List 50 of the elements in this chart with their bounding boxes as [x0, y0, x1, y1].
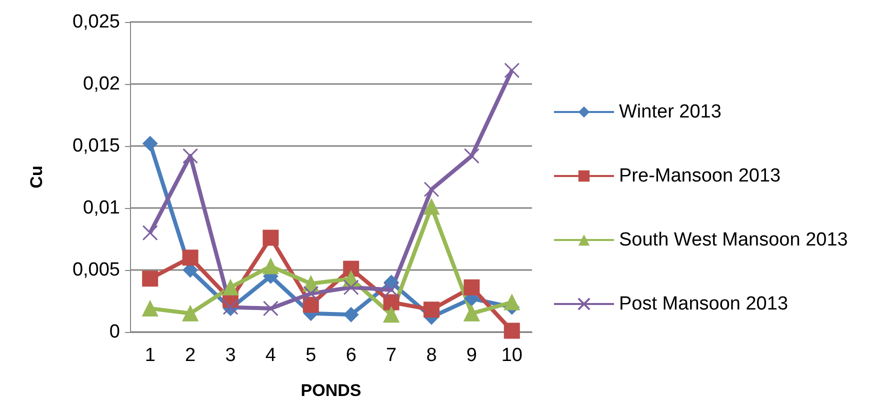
- x-tick-label: 2: [185, 345, 196, 366]
- point: [303, 286, 319, 302]
- x-tick-label: 8: [426, 345, 437, 366]
- legend-label: Pre-Mansoon 2013: [619, 166, 781, 186]
- x-tick-label: 9: [466, 345, 477, 366]
- point: [383, 294, 400, 310]
- point: [142, 136, 158, 152]
- legend-label: Winter 2013: [619, 102, 722, 122]
- point: [302, 296, 319, 313]
- point: [424, 182, 440, 198]
- x-axis-title: PONDS: [300, 381, 362, 400]
- point: [504, 322, 520, 339]
- x-tick-label: 4: [265, 345, 276, 366]
- point: [142, 300, 158, 316]
- point: [504, 62, 520, 78]
- y-tick-label: 0,01: [83, 198, 120, 218]
- point: [464, 279, 480, 296]
- point: [343, 280, 359, 296]
- point: [504, 294, 520, 310]
- y-tick-label: 0: [109, 322, 120, 342]
- y-tick-label: 0,025: [72, 12, 120, 32]
- point: [424, 302, 440, 318]
- point: [343, 260, 360, 277]
- y-axis-title: Cu: [27, 166, 46, 188]
- x-tick-label: 1: [144, 345, 156, 366]
- legend-label: Post Mansoon 2013: [619, 294, 788, 314]
- point: [384, 282, 400, 298]
- x-tick-label: 7: [386, 345, 397, 366]
- point: [262, 300, 278, 316]
- point: [383, 306, 400, 323]
- x-tick-label: 6: [346, 345, 356, 366]
- point: [464, 305, 480, 322]
- point: [182, 250, 198, 266]
- y-tick-label: 0,02: [83, 74, 120, 94]
- y-tick-label: 0,005: [72, 260, 120, 280]
- point: [142, 270, 158, 287]
- point: [262, 258, 279, 274]
- point: [182, 148, 198, 164]
- x-tick-label: 10: [501, 345, 522, 366]
- point: [222, 279, 238, 296]
- y-tick-label: 0,015: [72, 136, 120, 156]
- point: [182, 305, 198, 322]
- point: [262, 230, 279, 246]
- point: [424, 198, 440, 215]
- x-tick-label: 5: [306, 345, 316, 366]
- x-tick-label: 3: [225, 345, 236, 366]
- point: [344, 307, 359, 322]
- legend-label: South West Mansoon 2013: [619, 230, 848, 250]
- point: [464, 148, 480, 164]
- point: [142, 225, 158, 241]
